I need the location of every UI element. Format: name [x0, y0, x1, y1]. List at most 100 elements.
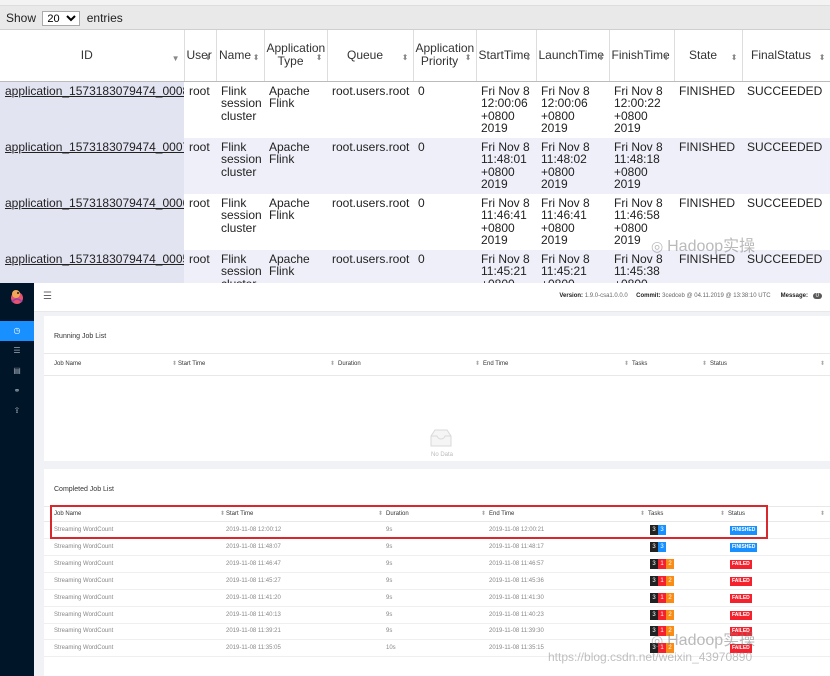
- cell-queue: root.users.root: [327, 249, 413, 286]
- sort-icon[interactable]: ⬍: [220, 511, 226, 517]
- task-count-badge: 3: [658, 525, 666, 535]
- job-manager-icon[interactable]: ⚭: [13, 386, 21, 395]
- job-name: Streaming WordCount: [54, 577, 114, 584]
- job-row[interactable]: Streaming WordCount 2019-11-08 11:46:47 9s…: [44, 556, 830, 573]
- job-start: 2019-11-08 12:00:12: [226, 527, 282, 533]
- overview-icon[interactable]: ◷: [0, 321, 34, 341]
- col-header[interactable]: Application Type ⬍: [264, 30, 328, 82]
- application-id-link[interactable]: application_1573183079474_0007: [5, 139, 184, 154]
- col-header[interactable]: Start Time: [226, 511, 254, 517]
- task-count-badge: 3: [650, 592, 658, 603]
- job-row[interactable]: Streaming WordCount 2019-11-08 11:35:05 10…: [44, 640, 830, 658]
- col-header[interactable]: Name ⬍: [216, 30, 265, 82]
- sort-icon[interactable]: ⬍: [330, 361, 336, 367]
- task-count-badge: 2: [666, 558, 674, 569]
- sort-icon[interactable]: ⬍: [481, 511, 487, 517]
- status-badge: FINISHED: [730, 526, 758, 535]
- sort-icon[interactable]: ⬍: [720, 511, 726, 517]
- cell-name: Flink session cluster: [216, 249, 264, 286]
- col-header[interactable]: Start Time: [178, 361, 206, 367]
- task-count-badge: 2: [666, 575, 674, 586]
- col-header[interactable]: User ⬍: [184, 30, 217, 82]
- sort-icon[interactable]: ⬍: [820, 361, 826, 367]
- cell-final: SUCCEEDED: [742, 249, 830, 286]
- status-badge: FAILED: [730, 644, 752, 654]
- job-row[interactable]: Streaming WordCount 2019-11-08 11:48:07 9s…: [44, 539, 830, 556]
- col-header[interactable]: State ⬍: [674, 30, 743, 82]
- job-row[interactable]: Streaming WordCount 2019-11-08 11:40:13 9s…: [44, 607, 830, 624]
- job-row[interactable]: Streaming WordCount 2019-11-08 11:39:21 9s…: [44, 623, 830, 641]
- task-managers-icon[interactable]: ▤: [13, 366, 21, 375]
- sort-icon: ⬍: [818, 53, 826, 62]
- col-header[interactable]: Tasks: [632, 361, 648, 367]
- col-header[interactable]: Status: [728, 511, 746, 517]
- sort-icon[interactable]: ⬍: [624, 361, 630, 367]
- task-count-badge: 3: [650, 626, 658, 637]
- col-header[interactable]: ID ▼: [0, 30, 185, 82]
- flink-dashboard: ◷ ☰ ▤ ⚭ ⇪ ☰ Version: 1.9.0-csa1.0.0.0 Co…: [0, 283, 830, 676]
- col-header[interactable]: Job Name: [54, 511, 82, 517]
- application-id-link[interactable]: application_1573183079474_0006: [5, 195, 184, 210]
- application-id-link[interactable]: application_1573183079474_0008: [5, 83, 184, 98]
- col-header[interactable]: Tasks: [648, 511, 664, 517]
- col-header[interactable]: Queue ⬍: [327, 30, 414, 82]
- col-header[interactable]: LaunchTime ⬍: [536, 30, 610, 82]
- entries-select[interactable]: 20: [42, 11, 81, 26]
- sort-icon[interactable]: ⬍: [702, 361, 708, 367]
- task-count-badge: 2: [666, 592, 674, 603]
- sort-icon[interactable]: ⬍: [640, 511, 646, 517]
- sort-icon: ⬍: [524, 53, 532, 62]
- col-header[interactable]: End Time: [483, 361, 509, 367]
- sort-icon[interactable]: ⬍: [475, 361, 481, 367]
- task-count-badge: 3: [650, 575, 658, 586]
- top-divider: [0, 0, 830, 6]
- job-start: 2019-11-08 11:39:21: [226, 628, 281, 635]
- watermark-brand-top: ◎ Hadoop实操: [651, 238, 756, 255]
- sort-icon[interactable]: ⬍: [172, 361, 178, 367]
- cell-priority: 0: [413, 81, 476, 138]
- col-header[interactable]: FinalStatus ⬍: [742, 30, 830, 82]
- col-header[interactable]: FinishTime ⬍: [609, 30, 675, 82]
- status-badge: FINISHED: [730, 542, 758, 552]
- sort-icon[interactable]: ⬍: [378, 511, 384, 517]
- message-count-badge[interactable]: 0: [812, 293, 822, 299]
- running-job-list-title: Running Job List: [54, 333, 107, 340]
- job-start: 2019-11-08 11:45:27: [226, 577, 281, 584]
- job-row[interactable]: Streaming WordCount 2019-11-08 11:45:27 9s…: [44, 573, 830, 590]
- cell-state: FINISHED: [674, 137, 742, 194]
- commit-label: Commit:: [636, 293, 661, 299]
- menu-fold-icon[interactable]: ☰: [43, 291, 52, 302]
- sort-icon: ⬍: [464, 53, 472, 62]
- sort-icon[interactable]: ⬍: [820, 511, 826, 517]
- col-header[interactable]: Duration: [338, 361, 361, 367]
- jobs-icon[interactable]: ☰: [13, 346, 21, 355]
- col-header[interactable]: Duration: [386, 511, 409, 517]
- cell-final: SUCCEEDED: [742, 137, 830, 194]
- cell-user: root: [184, 193, 216, 250]
- job-duration: 9s: [386, 611, 393, 618]
- col-header[interactable]: Application Priority ⬍: [413, 30, 477, 82]
- col-header[interactable]: End Time: [489, 511, 515, 517]
- task-count-badge: 3: [650, 643, 658, 654]
- col-header[interactable]: Job Name: [54, 361, 82, 367]
- submit-job-icon[interactable]: ⇪: [13, 406, 21, 415]
- cell-priority: 0: [413, 249, 476, 286]
- sort-icon: ⬍: [204, 53, 212, 62]
- col-header-label: Name: [218, 47, 251, 62]
- application-id-link[interactable]: application_1573183079474_0005: [5, 251, 184, 266]
- cell-id: application_1573183079474_0007: [0, 137, 184, 194]
- job-row[interactable]: Streaming WordCount 2019-11-08 12:00:12 9s…: [44, 522, 830, 539]
- col-header[interactable]: Status: [710, 361, 728, 367]
- job-row[interactable]: Streaming WordCount 2019-11-08 11:41:20 9s…: [44, 590, 830, 607]
- cell-start: Fri Nov 8 11:45:21 +0800 2019: [476, 249, 536, 286]
- col-header[interactable]: StartTime ⬍: [476, 30, 537, 82]
- job-name: Streaming WordCount: [54, 594, 114, 601]
- top-header: ☰ Version: 1.9.0-csa1.0.0.0 Commit: 3ced…: [34, 283, 830, 312]
- version-label: Version:: [559, 293, 584, 299]
- running-job-list-card: Running Job List No Data Job Name ⬍ Start …: [44, 316, 830, 461]
- cell-launch: Fri Nov 8 12:00:06 +0800 2019: [536, 81, 609, 138]
